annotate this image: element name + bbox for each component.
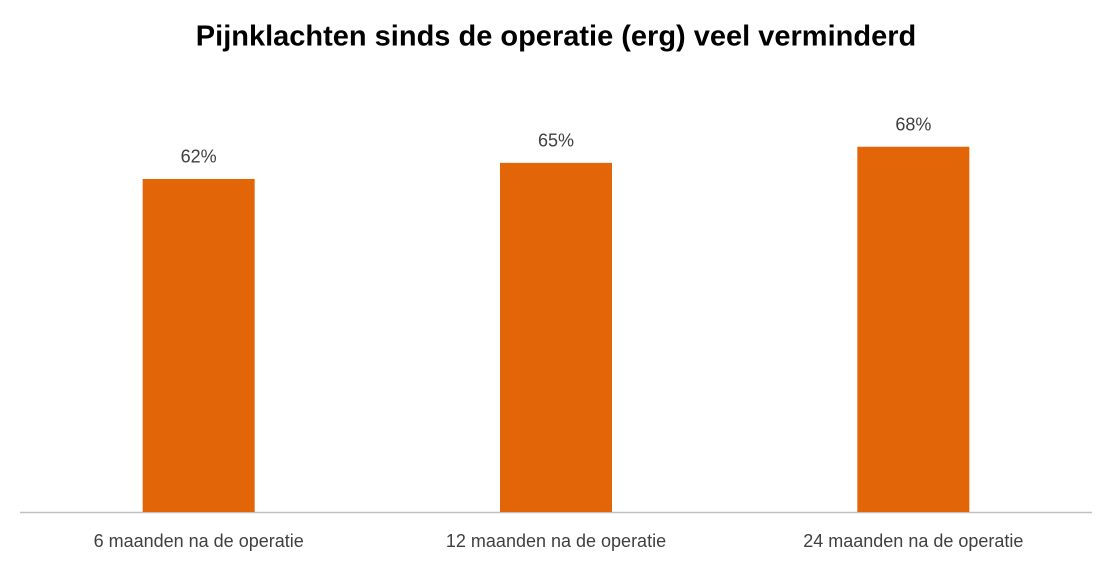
x-tick-label: 12 maanden na de operatie <box>446 531 666 551</box>
bar <box>857 146 970 512</box>
chart-title: Pijnklachten sinds de operatie (erg) vee… <box>196 21 916 53</box>
bar <box>500 162 612 512</box>
data-label: 65% <box>538 131 574 151</box>
data-label: 62% <box>181 147 217 167</box>
x-tick-label: 6 maanden na de operatie <box>94 531 304 551</box>
data-label: 68% <box>895 114 931 134</box>
bar <box>142 178 255 512</box>
x-tick-label: 24 maanden na de operatie <box>803 531 1023 551</box>
